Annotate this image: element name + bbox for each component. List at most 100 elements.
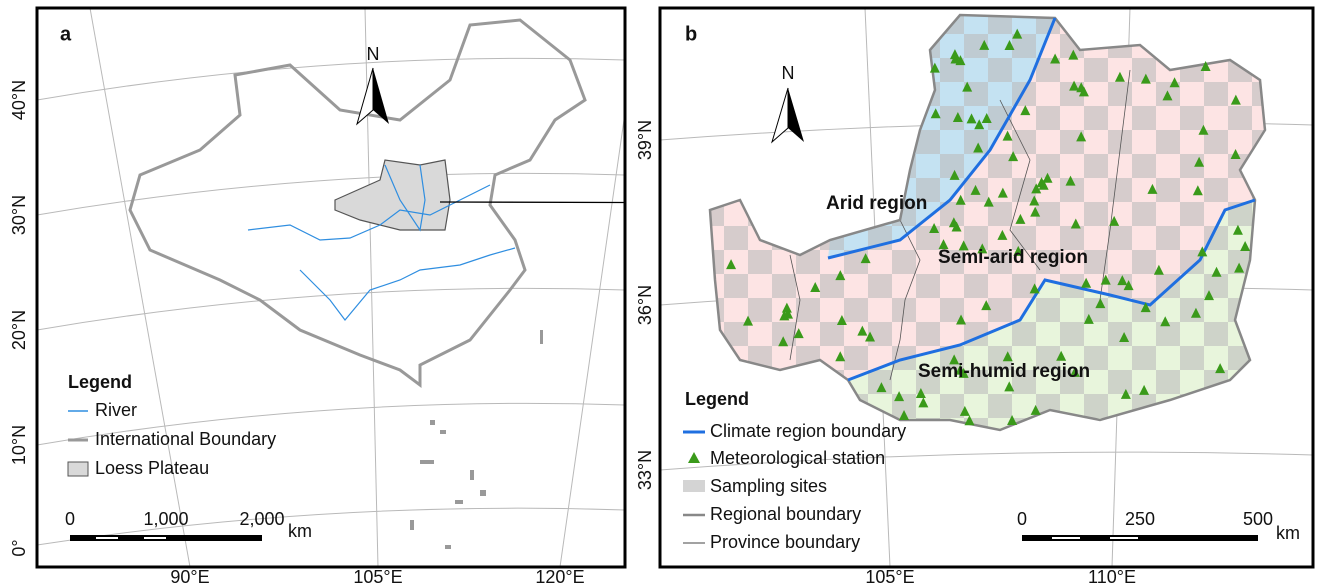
station — [1194, 156, 1205, 167]
scale-label: 1,000 — [143, 509, 188, 529]
sampling-cell — [1252, 370, 1265, 394]
station — [950, 53, 961, 64]
station — [778, 336, 789, 347]
sampling-cell — [1132, 15, 1156, 34]
sampling-cell — [820, 82, 844, 106]
station — [860, 253, 871, 264]
station — [1081, 277, 1092, 288]
lat-label: 40°N — [9, 80, 29, 120]
stations — [726, 28, 1251, 426]
sampling-cell — [1180, 106, 1204, 130]
station — [1153, 264, 1164, 275]
sampling-cell — [988, 298, 1012, 322]
station — [1200, 60, 1211, 71]
sampling-cell — [1036, 346, 1060, 370]
station — [726, 259, 737, 270]
legend-item: Regional boundary — [710, 504, 861, 524]
sampling-cell — [988, 250, 1012, 274]
scale-bar — [1022, 535, 1258, 541]
sampling-cell — [1228, 106, 1252, 130]
station — [1004, 381, 1015, 392]
sampling-cell — [724, 178, 748, 202]
scale-label: 0 — [1017, 509, 1027, 529]
legend-item: Loess Plateau — [95, 458, 209, 478]
sampling-cell — [1036, 442, 1060, 466]
station — [857, 325, 868, 336]
station — [997, 229, 1008, 240]
sampling-cell — [1012, 322, 1036, 346]
lat-label: 30°N — [9, 195, 29, 235]
station — [1029, 195, 1040, 206]
sampling-cell — [1156, 226, 1180, 250]
north-arrow — [771, 87, 789, 144]
legend-item: Province boundary — [710, 532, 860, 552]
station — [918, 397, 929, 408]
sampling-cell — [988, 394, 1012, 418]
sampling-cell — [1084, 154, 1108, 178]
climate-boundary — [827, 17, 1057, 260]
sampling-cell — [710, 106, 724, 130]
station — [1140, 302, 1151, 313]
station — [810, 282, 821, 293]
graticule — [37, 507, 625, 546]
station — [938, 239, 949, 250]
sampling-cell — [964, 370, 988, 394]
station — [1162, 90, 1173, 101]
sampling-cell — [916, 34, 940, 58]
station — [1117, 275, 1128, 286]
sampling-cell — [988, 154, 1012, 178]
station — [959, 405, 970, 416]
sampling-cell — [1156, 370, 1180, 394]
sampling-cell — [772, 34, 796, 58]
scale-unit: km — [288, 521, 312, 541]
graticule — [37, 57, 625, 101]
sampling-cell — [1252, 178, 1265, 202]
station — [1123, 280, 1134, 291]
sampling-cell — [1252, 274, 1265, 298]
north-arrow — [788, 88, 804, 142]
station — [955, 364, 966, 375]
station — [979, 39, 990, 50]
station — [836, 314, 847, 325]
sampling-cell — [844, 58, 868, 82]
legend-title: Legend — [68, 372, 132, 392]
legend-title: Legend — [685, 389, 749, 409]
sampling-cell — [1180, 346, 1204, 370]
scale-label: 2,000 — [239, 509, 284, 529]
north-label: N — [782, 63, 795, 83]
sampling-cell — [1276, 202, 1300, 226]
station — [835, 270, 846, 281]
station — [783, 308, 794, 319]
panel-frame — [658, 6, 1315, 569]
sampling-cell — [796, 346, 820, 370]
station — [876, 382, 887, 393]
station — [1198, 124, 1209, 135]
sampling-cell — [916, 418, 940, 430]
station — [929, 62, 940, 73]
sampling-cell — [1252, 34, 1265, 58]
scale-label: 500 — [1243, 509, 1273, 529]
legend-item: Meteorological station — [710, 448, 885, 468]
station — [1042, 172, 1053, 183]
sampling-cell — [1036, 298, 1060, 322]
station — [1007, 414, 1018, 425]
sampling-cell — [1276, 346, 1300, 370]
sampling-cell — [1060, 322, 1084, 346]
sampling-cell — [724, 34, 748, 58]
sampling-cell — [1084, 15, 1108, 34]
sampling-cell — [916, 274, 940, 298]
station — [1004, 40, 1015, 51]
lat-label: 36°N — [635, 285, 655, 325]
station — [949, 169, 960, 180]
station — [948, 217, 959, 228]
sampling-cell — [1180, 442, 1204, 466]
sampling-cell — [1204, 178, 1228, 202]
station — [1030, 404, 1041, 415]
station — [956, 314, 967, 325]
sampling-cell — [710, 15, 724, 34]
legend-item: Climate region boundary — [710, 421, 906, 441]
sampling-cell — [892, 15, 916, 34]
river — [384, 164, 426, 232]
sampling-cell — [1084, 346, 1108, 370]
station — [962, 81, 973, 92]
